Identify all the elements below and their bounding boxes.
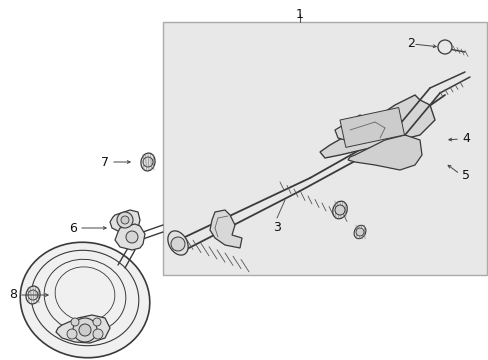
Text: 4: 4 xyxy=(461,131,469,144)
Circle shape xyxy=(437,40,451,54)
Circle shape xyxy=(355,228,363,236)
Bar xyxy=(163,22,486,275)
Polygon shape xyxy=(115,224,145,250)
Polygon shape xyxy=(209,210,242,248)
Ellipse shape xyxy=(26,286,40,304)
Polygon shape xyxy=(110,210,140,232)
Ellipse shape xyxy=(20,242,149,358)
Text: 8: 8 xyxy=(9,288,17,302)
Text: 3: 3 xyxy=(272,221,281,234)
Text: 2: 2 xyxy=(406,36,414,50)
Circle shape xyxy=(334,205,345,215)
Circle shape xyxy=(73,318,97,342)
Circle shape xyxy=(93,318,101,326)
Circle shape xyxy=(171,237,184,251)
Circle shape xyxy=(28,290,38,300)
Ellipse shape xyxy=(332,201,346,219)
Text: 1: 1 xyxy=(295,8,304,21)
Circle shape xyxy=(117,212,133,228)
Ellipse shape xyxy=(167,231,188,255)
Circle shape xyxy=(142,157,153,167)
Circle shape xyxy=(79,324,91,336)
Circle shape xyxy=(121,216,129,224)
Bar xyxy=(339,108,404,147)
Polygon shape xyxy=(319,95,434,158)
Text: 7: 7 xyxy=(101,156,109,168)
Circle shape xyxy=(71,318,79,326)
Ellipse shape xyxy=(437,42,451,52)
Polygon shape xyxy=(347,135,421,170)
Polygon shape xyxy=(334,115,369,140)
Circle shape xyxy=(126,231,138,243)
Circle shape xyxy=(67,329,77,339)
Text: 6: 6 xyxy=(69,221,77,234)
Text: 5: 5 xyxy=(461,168,469,181)
Ellipse shape xyxy=(353,225,365,239)
Ellipse shape xyxy=(141,153,155,171)
Circle shape xyxy=(93,329,103,339)
Polygon shape xyxy=(56,315,110,343)
